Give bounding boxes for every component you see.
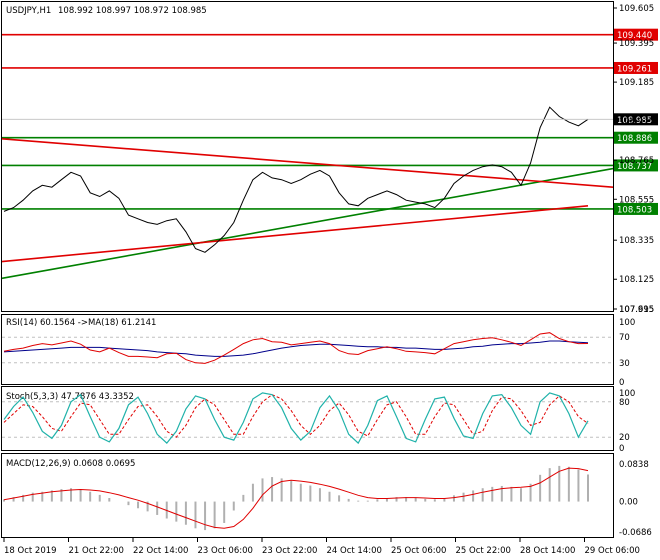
- level-tag-109.261: [614, 61, 658, 74]
- level-label: 108.503: [617, 205, 652, 215]
- macd-label: MACD(12,26,9) 0.0608 0.0695: [6, 459, 135, 469]
- price-tick-label: 109.185: [619, 78, 654, 88]
- rsi-ma-line: [3, 340, 589, 357]
- x-tick-label: 22 Oct 14:00: [133, 546, 188, 556]
- level-label: 108.886: [617, 134, 652, 144]
- stoch-tick-label: 100: [619, 389, 635, 399]
- x-tick-label: 23 Oct 06:00: [198, 546, 253, 556]
- stoch-pane: [1, 386, 614, 451]
- rsi-series-group: [2, 332, 613, 364]
- x-tick-label: 24 Oct 14:00: [327, 546, 382, 556]
- rsi-tick-label: 70: [619, 333, 630, 343]
- x-tick-label: 29 Oct 06:00: [585, 546, 640, 556]
- x-tick-label: 28 Oct 14:00: [520, 546, 575, 556]
- macd-tick-label: -0.0686: [619, 528, 652, 538]
- price-tick-label: 108.555: [619, 195, 654, 205]
- price-tick-label: 109.605: [619, 4, 654, 14]
- current-price-tag: [614, 113, 658, 126]
- symbol-label: USDJPY,H1: [6, 6, 51, 16]
- chart-title: USDJPY,H1 108.992 108.997 108.972 108.98…: [6, 6, 207, 16]
- axis-labels-group: 109.440 109.261 108.886 108.737 108.503 108.9…: [3, 4, 658, 556]
- x-tick-label: 25 Oct 22:00: [456, 546, 511, 556]
- rsi-tick-label: 0: [619, 378, 624, 388]
- x-tick-label: 21 Oct 22:00: [69, 546, 124, 556]
- rsi-label: RSI(14) 60.1564 ->MA(18) 61.2141: [6, 318, 156, 328]
- stoch-k-line: [3, 392, 589, 445]
- price-tick-label: 107.915: [619, 305, 654, 315]
- rsi-pane: [1, 314, 614, 385]
- price-line: [3, 106, 589, 253]
- stoch-series-group: [2, 392, 613, 445]
- price-pane: [1, 1, 614, 312]
- macd-signal-line: [3, 467, 589, 529]
- level-tag-108.503: [614, 202, 658, 215]
- price-tick-label: 108.125: [619, 275, 654, 285]
- stoch-tick-label: 0: [619, 444, 624, 454]
- level-label: 109.261: [617, 64, 652, 74]
- price-tick-label: 108.335: [619, 236, 654, 246]
- macd-tick-label: 0.00: [619, 498, 638, 508]
- rsi-tick-label: 100: [619, 318, 635, 328]
- falling-resistance-trendline: [1, 138, 614, 188]
- price-series-group: [1, 33, 614, 280]
- level-tag-108.886: [614, 131, 658, 144]
- level-label: 109.440: [617, 31, 652, 41]
- price-tick-label: 109.395: [619, 39, 654, 49]
- rsi-tick-label: 30: [619, 359, 630, 369]
- level-label: 108.737: [617, 162, 652, 172]
- rsi-line: [3, 332, 589, 364]
- current-price-label: 108.985: [617, 116, 652, 126]
- price-tick-label: 108.765: [619, 156, 654, 166]
- x-tick-label: 18 Oct 2019: [4, 546, 57, 556]
- support-trendline: [1, 167, 614, 280]
- macd-tick-label: 0.0838: [619, 460, 649, 470]
- price-tick-label: 107.695: [619, 305, 654, 315]
- macd-series-group: [3, 465, 589, 531]
- price-tick-label: 108.975: [619, 117, 654, 127]
- level-tag-109.440: [614, 28, 658, 41]
- level-tag-108.737: [614, 159, 658, 172]
- stoch-tick-label: 20: [619, 433, 630, 443]
- stoch-label: Stoch(5,3,3) 47.7876 43.3352: [6, 392, 134, 402]
- x-tick-label: 25 Oct 06:00: [391, 546, 446, 556]
- ohlc-label: 108.992 108.997 108.972 108.985: [58, 6, 207, 16]
- stoch-tick-label: 80: [619, 398, 630, 408]
- x-tick-label: 23 Oct 22:00: [262, 546, 317, 556]
- resistance-trendline: [1, 204, 589, 263]
- macd-pane: [1, 453, 614, 538]
